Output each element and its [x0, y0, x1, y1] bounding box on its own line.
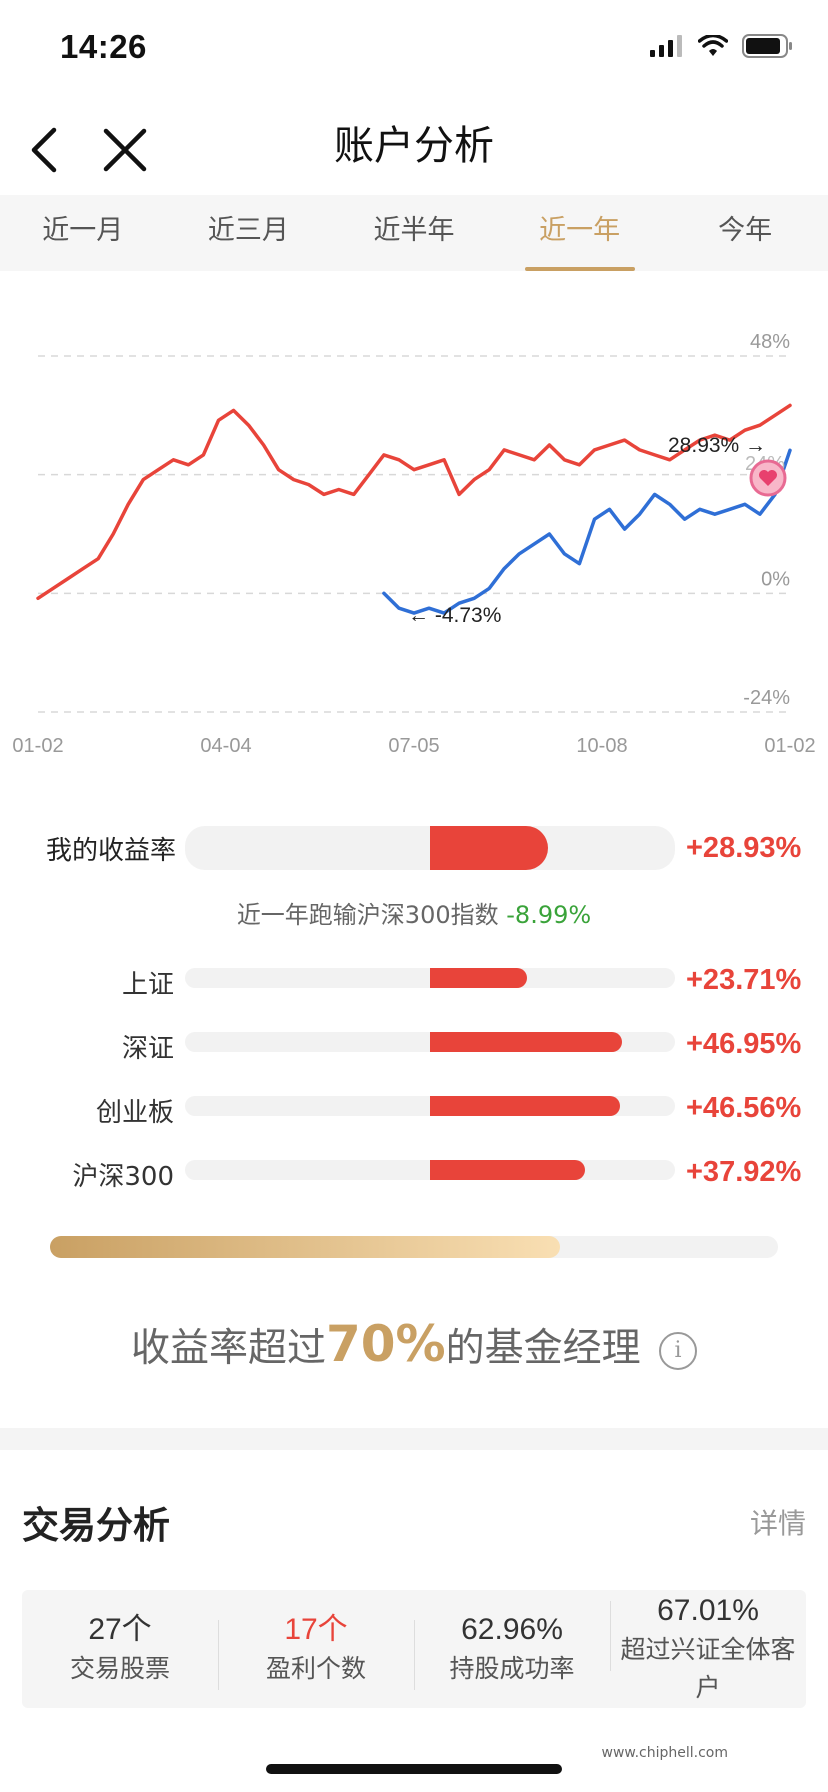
stat-label: 超过兴证全体客户: [620, 1635, 796, 1702]
row-label: 沪深300: [72, 1162, 174, 1192]
stat-value: 62.96%: [461, 1613, 563, 1646]
bar-fill: [430, 1096, 621, 1116]
y-tick-label: 48%: [750, 331, 790, 353]
tab-ytd[interactable]: 今年: [718, 215, 773, 246]
back-button[interactable]: [24, 118, 74, 178]
row-label: 创业板: [95, 1098, 174, 1128]
wifi-icon: [698, 35, 728, 56]
bar-track: [185, 1096, 675, 1116]
stat-label: 盈利个数: [265, 1654, 366, 1683]
info-icon[interactable]: i: [659, 1331, 698, 1370]
bar-fill: [430, 1160, 585, 1180]
stat-value: 17个: [284, 1613, 348, 1646]
stat-value: 27个: [88, 1613, 152, 1646]
stat-label: 交易股票: [69, 1654, 170, 1683]
stat-value: 67.01%: [657, 1594, 759, 1627]
bar-fill: [430, 826, 549, 870]
row-value: +37.92%: [686, 1156, 802, 1188]
row-value: +28.93%: [686, 832, 802, 864]
status-icons: [650, 34, 794, 58]
percentile-bar: [50, 1236, 778, 1258]
x-tick-label: 07-05: [388, 735, 439, 757]
annotation-label: 28.93% →: [668, 434, 766, 457]
annotation-label: ← -4.73%: [408, 604, 501, 627]
series-line-account: [36, 403, 792, 601]
tab-3-months[interactable]: 近三月: [207, 215, 289, 246]
beat-text: 收益率超过70%的基金经理 i: [0, 1315, 828, 1373]
row-value: +23.71%: [686, 964, 802, 996]
chevron-left-icon: [31, 127, 57, 173]
page-title: 账户分析: [334, 123, 494, 169]
detail-link[interactable]: 详情: [749, 1507, 806, 1540]
x-tick-label: 01-02: [12, 735, 63, 757]
lag-note: 近一年跑输沪深300指数 -8.99%: [0, 895, 828, 930]
row-value: +46.56%: [686, 1092, 802, 1124]
y-tick-label: -24%: [743, 687, 790, 709]
stat-label: 持股成功率: [449, 1654, 575, 1683]
battery-icon: [742, 34, 792, 58]
signal-icon: [650, 35, 682, 57]
beat-pre: 收益率超过: [130, 1326, 326, 1371]
status-time: 14:26: [60, 28, 147, 65]
lag-text: 近一年跑输沪深300指数: [236, 901, 499, 929]
close-icon: [103, 128, 147, 172]
row-label: 深证: [121, 1034, 174, 1064]
lag-value: -8.99%: [506, 901, 592, 929]
beat-percent: 70%: [325, 1315, 446, 1373]
row-value: +46.95%: [686, 1028, 802, 1060]
tab-6-months[interactable]: 近半年: [373, 215, 455, 246]
return-chart: 48% 0% -24% 01-02 04-04 07-05 10-08 01-02 28.9…: [12, 331, 815, 757]
home-indicator: [266, 1764, 562, 1774]
percentile-bar-fill: [50, 1236, 560, 1258]
series-line-benchmark: [382, 448, 792, 615]
bar-fill: [430, 968, 527, 988]
x-tick-label: 10-08: [576, 735, 627, 757]
tab-1-month[interactable]: 近一月: [42, 215, 124, 246]
bar-track: [185, 1032, 675, 1052]
section-divider: [0, 1428, 828, 1450]
beat-post: 的基金经理: [445, 1326, 641, 1371]
bar-track: [185, 968, 675, 988]
x-tick-label: 04-04: [200, 735, 251, 757]
stat-beat-clients: 67.01% 超过兴证全体客户: [610, 1591, 806, 1707]
x-tick-label: 01-02: [764, 735, 815, 757]
stat-success-rate: 62.96% 持股成功率: [414, 1610, 610, 1690]
y-tick-label: 0%: [761, 568, 790, 590]
tab-1-year[interactable]: 近一年: [497, 195, 663, 271]
watermark: www.chiphell.com: [601, 1745, 728, 1761]
bar-track: [185, 1160, 675, 1180]
trade-section-title: 交易分析: [22, 1504, 170, 1547]
stat-profitable-count: 17个 盈利个数: [218, 1610, 414, 1690]
stat-stocks-traded: 27个 交易股票: [22, 1610, 218, 1688]
trade-stats: 27个 交易股票 17个 盈利个数 62.96% 持股成功率 67.01% 超过…: [22, 1590, 806, 1708]
bar-track: [185, 826, 675, 870]
bar-fill: [430, 1032, 622, 1052]
row-label: 上证: [121, 970, 174, 1000]
period-tabs: 近一月 近三月 近半年 近一年 今年: [0, 195, 828, 271]
row-label: 我的收益率: [45, 836, 176, 866]
heart-icon: [759, 470, 777, 486]
close-button[interactable]: [100, 118, 150, 178]
